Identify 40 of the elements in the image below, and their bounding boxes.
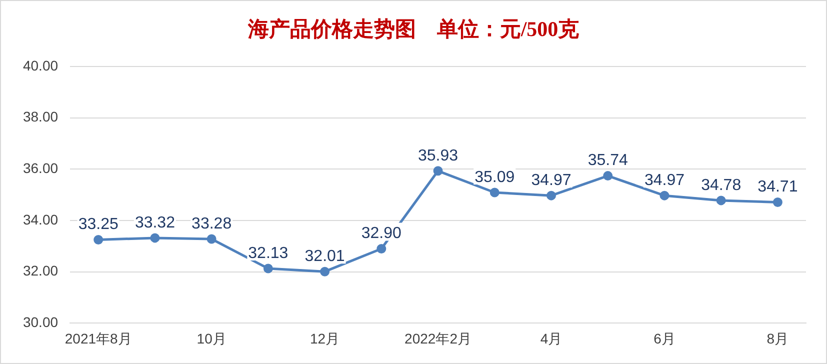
y-tick-label: 40.00	[22, 57, 58, 74]
point	[490, 188, 500, 198]
x-tick-label: 4月	[540, 330, 562, 346]
chart-title: 海产品价格走势图 单位：元/500克	[246, 16, 580, 43]
x-tick-label: 10月	[196, 330, 226, 346]
y-tick-label: 30.00	[22, 314, 58, 330]
data-label: 34.71	[758, 178, 798, 196]
data-label: 33.32	[134, 214, 176, 232]
point	[263, 264, 273, 274]
x-tick-label: 2021年8月	[64, 330, 132, 346]
point	[150, 233, 160, 243]
data-label: 32.13	[248, 244, 288, 262]
data-label: 32.90	[361, 225, 402, 242]
point	[546, 190, 556, 200]
point	[433, 166, 443, 176]
data-label: 35.93	[418, 147, 458, 164]
data-label: 32.01	[304, 248, 345, 265]
y-tick-label: 34.00	[22, 211, 58, 228]
point	[206, 234, 216, 244]
data-label: 33.28	[192, 215, 232, 232]
x-tick-label: 6月	[654, 330, 676, 346]
data-label: 34.97	[644, 172, 685, 189]
data-label: 34.97	[531, 172, 572, 189]
x-tick-label: 8月	[766, 330, 789, 346]
data-label: 33.25	[78, 216, 118, 234]
y-tick-label: 38.00	[22, 108, 58, 125]
point	[660, 190, 670, 200]
point	[94, 234, 104, 244]
point	[376, 244, 386, 254]
data-label: 35.74	[588, 152, 628, 170]
point	[603, 171, 613, 181]
x-tick-label: 12月	[310, 330, 340, 346]
y-tick-label: 36.00	[22, 160, 58, 176]
y-tick-label: 32.00	[22, 262, 58, 279]
point	[772, 197, 782, 207]
data-label: 35.09	[474, 168, 515, 186]
x-tick-label: 2022年2月	[404, 330, 472, 346]
point	[320, 266, 330, 276]
data-label: 34.78	[701, 176, 742, 194]
point	[716, 196, 726, 206]
